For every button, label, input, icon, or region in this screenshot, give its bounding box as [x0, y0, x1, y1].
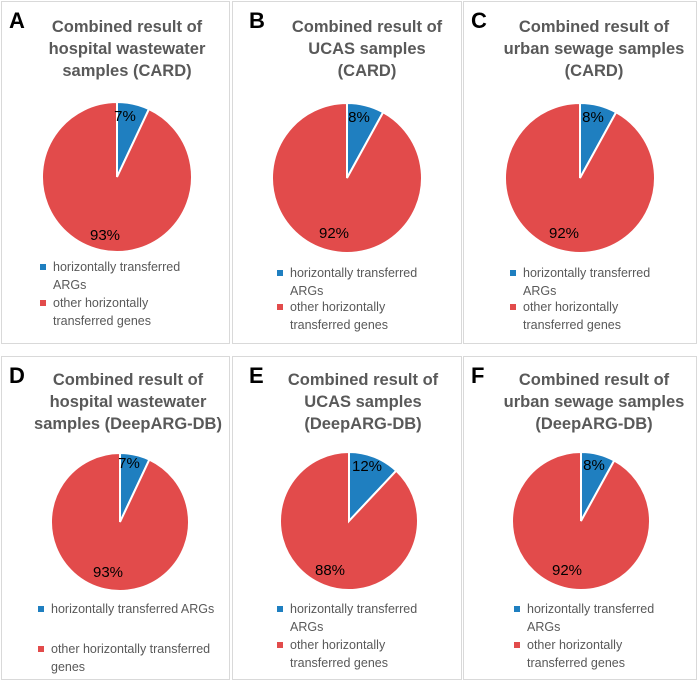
data-label-arg: 8% — [348, 109, 370, 126]
chart-title: Combined result of hospital wastewater s… — [48, 18, 206, 80]
data-label-other: 93% — [90, 227, 120, 244]
pie-slice-other — [504, 101, 656, 254]
legend-item-arg: horizontally transferred ARGs — [38, 600, 214, 618]
legend-item-other: other horizontally transferred genes — [277, 298, 388, 334]
chart-title: Combined result of UCAS samples (DeepARG… — [287, 371, 439, 433]
legend-item-other: other horizontally transferred genes — [38, 640, 210, 676]
chart-title: Combined result of urban sewage samples … — [503, 18, 685, 80]
legend-swatch-arg — [510, 270, 516, 276]
legend-swatch-arg — [40, 264, 46, 270]
panel-f: F Combined result of urban sewage sample… — [463, 356, 697, 680]
pie-chart: 8% 92% — [511, 450, 651, 591]
panel-e: E Combined result of UCAS samples (DeepA… — [232, 356, 462, 680]
legend-swatch-arg — [277, 606, 283, 612]
pie-chart: 7% 93% — [41, 100, 193, 253]
legend-swatch-other — [277, 642, 283, 648]
data-label-other: 92% — [552, 562, 582, 579]
panel-letter: F — [471, 363, 485, 388]
data-label-arg: 8% — [582, 109, 604, 126]
legend-swatch-arg — [514, 606, 520, 612]
legend-item-other: other horizontally transferred genes — [277, 636, 388, 672]
legend-item-arg: horizontally transferred ARGs — [514, 600, 654, 636]
pie-slice-other — [271, 101, 423, 254]
panel-letter: E — [249, 363, 264, 388]
data-label-other: 88% — [315, 562, 345, 579]
pie-slice-other — [279, 450, 419, 591]
data-label-arg: 7% — [114, 108, 136, 125]
legend-item-other: other horizontally transferred genes — [514, 636, 625, 672]
pie-chart: 7% 93% — [50, 451, 190, 592]
panel-letter: D — [9, 363, 25, 388]
chart-title: Combined result of hospital wastewater s… — [34, 371, 222, 433]
legend-item-arg: horizontally transferred ARGs — [510, 264, 650, 300]
legend-item-arg: horizontally transferred ARGs — [277, 600, 417, 636]
legend-swatch-other — [277, 304, 283, 310]
panel-b: B Combined result of UCAS samples (CARD)… — [232, 1, 462, 344]
legend-swatch-other — [514, 642, 520, 648]
legend-item-arg: horizontally transferred ARGs — [277, 264, 417, 300]
pie-slice-other — [50, 451, 190, 592]
data-label-other: 92% — [319, 225, 349, 242]
panel-letter: A — [9, 8, 25, 33]
data-label-other: 92% — [549, 225, 579, 242]
pie-slice-other — [511, 450, 651, 591]
legend-swatch-arg — [38, 606, 44, 612]
pie-chart: 8% 92% — [504, 101, 656, 254]
legend-item-arg: horizontally transferred ARGs — [40, 258, 180, 294]
panel-a: A Combined result of hospital wastewater… — [1, 1, 230, 344]
data-label-arg: 12% — [352, 458, 382, 475]
pie-slice-other — [41, 100, 193, 253]
panel-d: D Combined result of hospital wastewater… — [1, 356, 230, 680]
data-label-other: 93% — [93, 564, 123, 581]
chart-title: Combined result of urban sewage samples … — [503, 371, 685, 433]
legend-swatch-arg — [277, 270, 283, 276]
panel-c: C Combined result of urban sewage sample… — [463, 1, 697, 344]
chart-title: Combined result of UCAS samples (CARD) — [291, 18, 443, 80]
legend-item-other: other horizontally transferred genes — [40, 294, 151, 330]
legend-swatch-other — [38, 646, 44, 652]
pie-chart: 8% 92% — [271, 101, 423, 254]
legend-swatch-other — [510, 304, 516, 310]
panel-letter: C — [471, 8, 487, 33]
legend-item-other: other horizontally transferred genes — [510, 298, 621, 334]
legend-swatch-other — [40, 300, 46, 306]
data-label-arg: 8% — [583, 457, 605, 474]
data-label-arg: 7% — [118, 455, 140, 472]
panel-letter: B — [249, 8, 265, 33]
pie-chart: 12% 88% — [279, 450, 419, 591]
